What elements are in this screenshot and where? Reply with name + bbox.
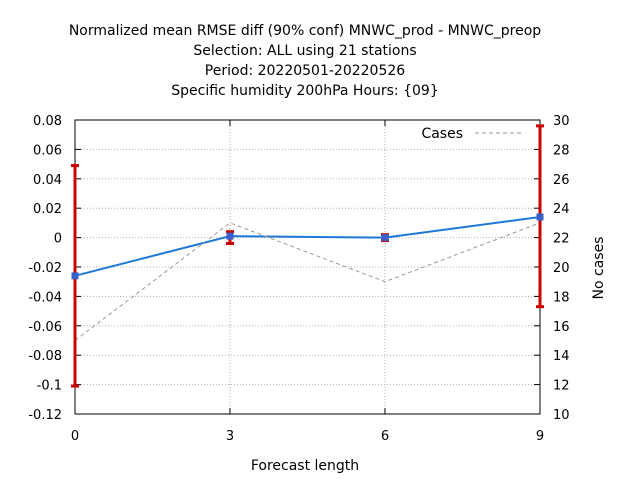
y-tick-label: 0.06	[33, 143, 62, 158]
chart-title-line: Specific humidity 200hPa Hours: {09}	[171, 83, 438, 99]
y2-tick-label: 14	[553, 349, 570, 364]
legend-label: Cases	[421, 126, 463, 142]
chart-title-line: Selection: ALL using 21 stations	[193, 43, 416, 59]
y2-tick-label: 24	[553, 202, 570, 217]
series-layer	[74, 216, 541, 341]
y-tick-label: -0.08	[28, 349, 62, 364]
chart-title-line: Period: 20220501-20220526	[205, 63, 405, 79]
y2-tick-label: 30	[553, 114, 570, 129]
y2-tick-label: 16	[553, 320, 570, 335]
y-tick-label: -0.06	[28, 320, 62, 335]
x-tick-label: 3	[226, 429, 234, 444]
legend: Cases	[421, 126, 522, 142]
y2-axis-label: No cases	[591, 237, 607, 300]
y2-tick-label: 18	[553, 290, 570, 305]
y2-tick-label: 22	[553, 232, 570, 247]
data-point	[71, 272, 79, 280]
data-point	[381, 234, 389, 242]
cases-series-line	[74, 222, 541, 341]
y-tick-label: 0	[54, 232, 62, 247]
data-point	[226, 232, 234, 240]
error-bars	[71, 124, 544, 388]
x-axis-label: Forecast length	[251, 458, 359, 474]
rmse-diff-series-line	[74, 216, 541, 277]
y2-tick-label: 26	[553, 173, 570, 188]
grid-lines	[75, 120, 540, 414]
y2-tick-label: 28	[553, 143, 570, 158]
y-tick-label: -0.1	[37, 379, 62, 394]
y-tick-label: 0.08	[33, 114, 62, 129]
y-tick-label: -0.02	[28, 261, 62, 276]
y2-axis-ticks: 10 12 14 16 18 20 22 24 26 28 30	[534, 114, 570, 423]
x-tick-label: 9	[536, 429, 544, 444]
x-tick-label: 0	[71, 429, 79, 444]
y2-tick-label: 10	[553, 408, 570, 423]
chart-title-line: Normalized mean RMSE diff (90% conf) MNW…	[69, 23, 541, 39]
x-axis-ticks: 0 3 6 9	[71, 120, 544, 444]
data-point	[536, 213, 544, 221]
series-markers	[71, 213, 544, 280]
chart-title: Normalized mean RMSE diff (90% conf) MNW…	[69, 23, 541, 99]
x-tick-label: 6	[381, 429, 389, 444]
y2-tick-label: 20	[553, 261, 570, 276]
y-axis-ticks: -0.12 -0.1 -0.08 -0.06 -0.04 -0.02 0 0.02 0.04 0.…	[28, 114, 81, 423]
y-tick-label: -0.12	[28, 408, 62, 423]
y-tick-label: 0.02	[33, 202, 62, 217]
y2-tick-label: 12	[553, 379, 570, 394]
y-tick-label: 0.04	[33, 173, 62, 188]
y-tick-label: -0.04	[28, 290, 62, 305]
